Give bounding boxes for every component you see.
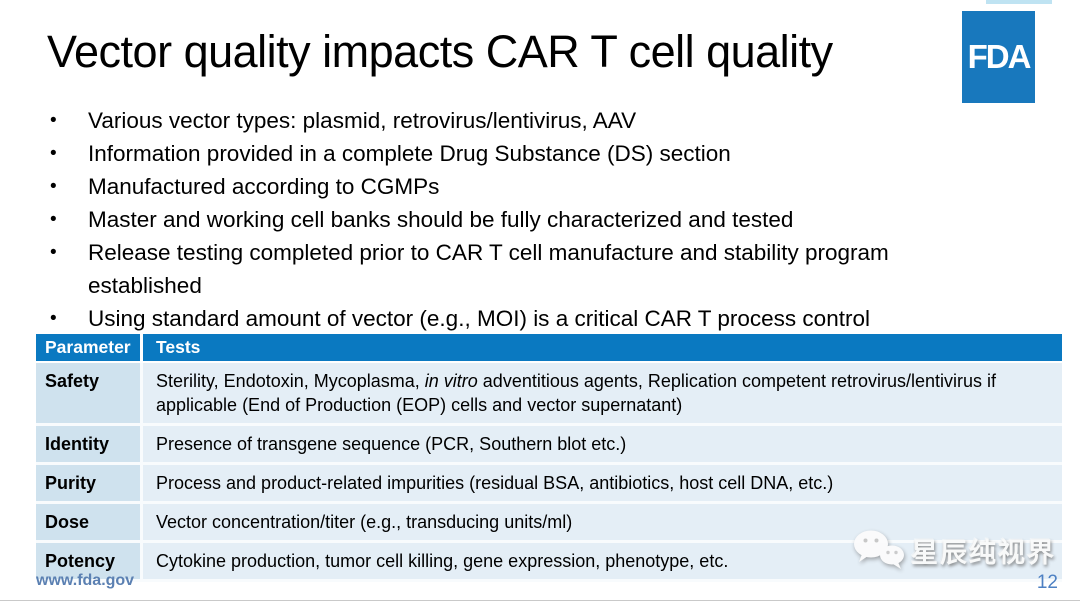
bullet-text: Master and working cell banks should be … xyxy=(88,207,794,232)
tests-text-italic-segment: in vitro xyxy=(424,371,478,391)
bullet-icon: • xyxy=(50,308,57,329)
bullet-icon: • xyxy=(50,143,57,164)
table-cell-tests: Vector concentration/titer (e.g., transd… xyxy=(140,504,1062,540)
bullet-icon: • xyxy=(50,176,57,197)
bullet-icon: • xyxy=(50,110,57,131)
bullet-item: • Information provided in a complete Dru… xyxy=(40,137,972,170)
table-row: Dose Vector concentration/titer (e.g., t… xyxy=(36,504,1062,543)
table-cell-tests: Process and product-related impurities (… xyxy=(140,465,1062,501)
tests-text-segment: Sterility, Endotoxin, Mycoplasma, xyxy=(156,371,425,391)
table-cell-tests: Presence of transgene sequence (PCR, Sou… xyxy=(140,426,1062,462)
table-header-tests: Tests xyxy=(140,334,1062,361)
top-edge-artifact xyxy=(986,0,1052,4)
bullet-text: Release testing completed prior to CAR T… xyxy=(88,240,889,298)
table-cell-parameter: Dose xyxy=(36,504,140,540)
table-cell-tests: Sterility, Endotoxin, Mycoplasma, in vit… xyxy=(140,363,1062,423)
vector-tests-table: Parameter Tests Safety Sterility, Endoto… xyxy=(36,334,1062,582)
fda-logo-text: FDA xyxy=(967,38,1032,75)
bullet-item: • Using standard amount of vector (e.g.,… xyxy=(40,302,972,335)
bullet-item: • Manufactured according to CGMPs xyxy=(40,170,972,203)
bullet-text: Manufactured according to CGMPs xyxy=(88,174,440,199)
table-header-parameter: Parameter xyxy=(36,334,140,361)
bullet-icon: • xyxy=(50,242,57,263)
bullet-list: • Various vector types: plasmid, retrovi… xyxy=(40,104,972,335)
table-cell-parameter: Purity xyxy=(36,465,140,501)
bullet-text: Information provided in a complete Drug … xyxy=(88,141,731,166)
table-cell-parameter: Identity xyxy=(36,426,140,462)
fda-logo: FDA xyxy=(962,11,1035,103)
bullet-text: Using standard amount of vector (e.g., M… xyxy=(88,306,870,331)
table-cell-tests: Cytokine production, tumor cell killing,… xyxy=(140,543,1062,579)
bullet-item: • Various vector types: plasmid, retrovi… xyxy=(40,104,972,137)
slide-title: Vector quality impacts CAR T cell qualit… xyxy=(47,26,833,77)
table-row: Safety Sterility, Endotoxin, Mycoplasma,… xyxy=(36,363,1062,426)
table-cell-parameter: Potency xyxy=(36,543,140,579)
bullet-icon: • xyxy=(50,209,57,230)
bullet-item: • Release testing completed prior to CAR… xyxy=(40,236,972,302)
bullet-item: • Master and working cell banks should b… xyxy=(40,203,972,236)
page-number: 12 xyxy=(1036,572,1058,593)
footer-url: www.fda.gov xyxy=(36,572,135,589)
table-cell-parameter: Safety xyxy=(36,363,140,423)
bottom-divider xyxy=(0,600,1080,601)
tests-text-segment: adventitious agents, Replication compete… xyxy=(156,371,997,415)
table-row: Identity Presence of transgene sequence … xyxy=(36,426,1062,465)
table-header-row: Parameter Tests xyxy=(36,334,1062,363)
bullet-text: Various vector types: plasmid, retroviru… xyxy=(88,108,637,133)
table-row: Purity Process and product-related impur… xyxy=(36,465,1062,504)
table-row: Potency Cytokine production, tumor cell … xyxy=(36,543,1062,582)
